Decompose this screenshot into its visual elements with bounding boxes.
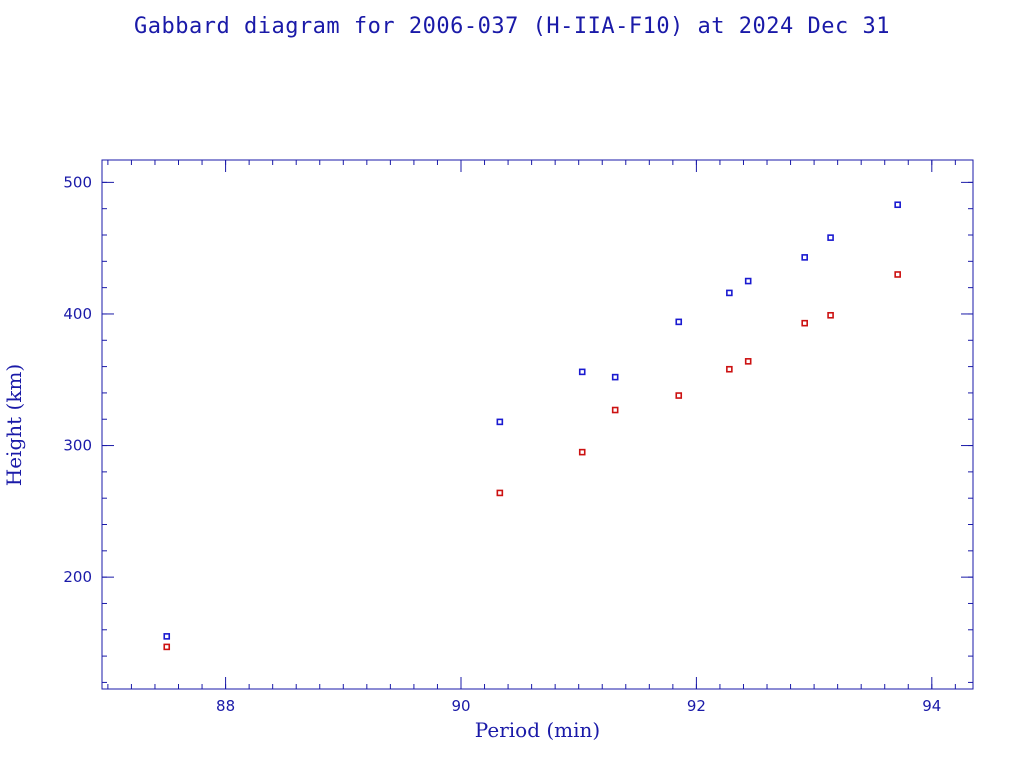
apogee-point — [578, 368, 586, 376]
perigee-point — [675, 392, 683, 399]
plot-frame — [101, 159, 974, 690]
perigee-point — [496, 489, 504, 497]
apogee-point — [496, 418, 504, 426]
perigee-point — [827, 311, 834, 319]
apogee-point — [675, 318, 683, 326]
y-tick-label: 500 — [63, 173, 92, 191]
apogee-point — [894, 201, 901, 209]
y-tick-label: 400 — [63, 305, 92, 323]
perigee-point — [744, 358, 752, 365]
apogee-point — [611, 373, 619, 381]
chart-title: Gabbard diagram for 2006-037 (H-IIA-F10)… — [134, 14, 890, 39]
x-tick-label: 90 — [451, 697, 470, 715]
y-axis-label: Height (km) — [2, 363, 26, 487]
perigee-point — [801, 319, 808, 327]
apogee-point — [726, 289, 733, 297]
perigee-point — [894, 271, 901, 278]
y-tick-label: 300 — [63, 437, 92, 455]
apogee-point — [163, 633, 171, 640]
perigee-point — [578, 448, 586, 456]
points-layer — [163, 201, 901, 651]
perigee-point — [611, 406, 619, 414]
apogee-point — [827, 234, 834, 241]
apogee-point — [801, 254, 808, 261]
axes-layer — [101, 159, 974, 690]
perigee-point — [726, 365, 733, 373]
x-tick-label: 94 — [922, 697, 941, 715]
ticks-layer — [102, 160, 973, 689]
tick-labels-layer: 88 90 92 94 200 300 400 500 — [63, 173, 941, 715]
y-tick-label: 200 — [63, 568, 92, 586]
perigee-point — [163, 643, 171, 651]
x-axis-label: Period (min) — [474, 718, 601, 742]
apogee-point — [744, 277, 752, 285]
x-tick-label: 92 — [687, 697, 706, 715]
x-tick-label: 88 — [216, 697, 235, 715]
